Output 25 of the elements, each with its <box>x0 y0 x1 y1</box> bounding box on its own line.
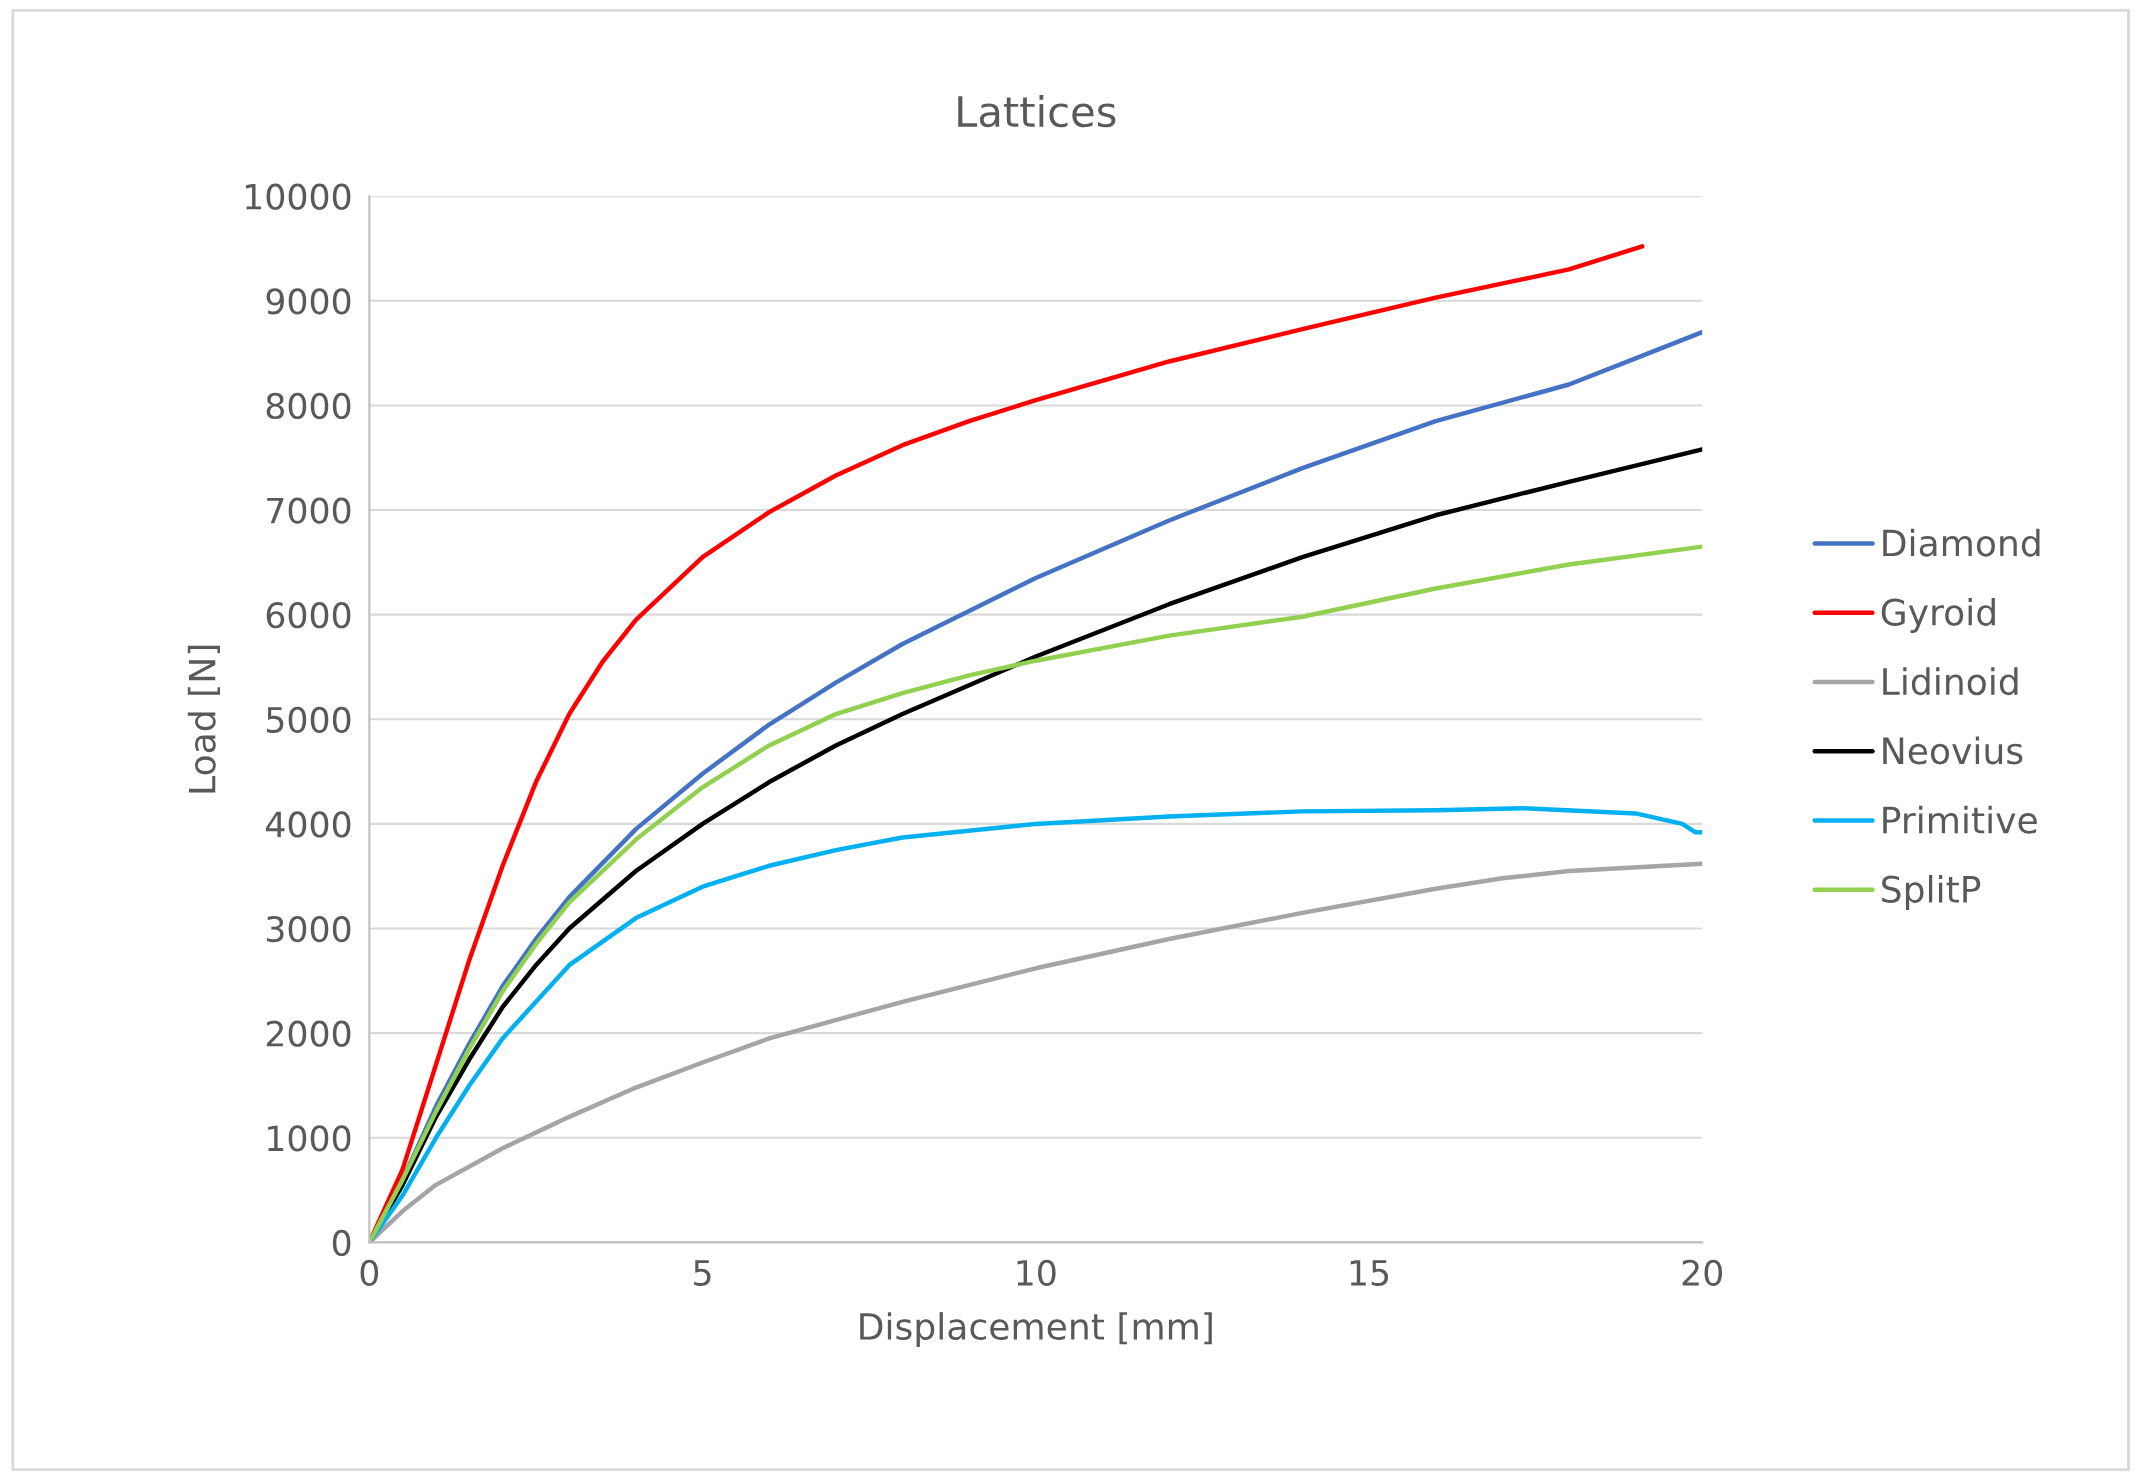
y-axis-title: Load [N] <box>187 645 221 793</box>
legend-label: Diamond <box>1883 528 2040 557</box>
x-tick-label: 5 <box>694 1260 711 1286</box>
y-tick-label: 1000 <box>268 1125 351 1152</box>
x-tick-label: 20 <box>1682 1259 1723 1286</box>
y-tick-label: 7000 <box>267 497 351 524</box>
y-tick-label: 4000 <box>266 811 351 838</box>
x-axis-title: Displacement [mm] <box>860 1312 1212 1348</box>
y-tick-label: 8000 <box>266 392 351 420</box>
legend-label: Neovius <box>1883 736 2023 765</box>
legend-label: Primitive <box>1883 805 2037 834</box>
y-tick-label: 0 <box>332 1229 351 1257</box>
legend-label: Gyroid <box>1881 597 1995 633</box>
chart-title: Lattices <box>958 95 1116 128</box>
y-tick-label: 10000 <box>246 183 351 210</box>
y-tick-label: 6000 <box>266 602 351 629</box>
y-tick-label: 2000 <box>266 1020 351 1047</box>
y-tick-label: 5000 <box>266 706 351 733</box>
y-tick-label: 3000 <box>266 915 351 943</box>
x-tick-label: 10 <box>1017 1259 1056 1286</box>
legend-label: SplitP <box>1882 874 1981 910</box>
x-tick-label: 0 <box>360 1259 379 1286</box>
x-tick-label: 15 <box>1350 1260 1389 1286</box>
legend-label: Lidinoid <box>1883 667 2018 696</box>
y-tick-label: 9000 <box>266 288 351 315</box>
